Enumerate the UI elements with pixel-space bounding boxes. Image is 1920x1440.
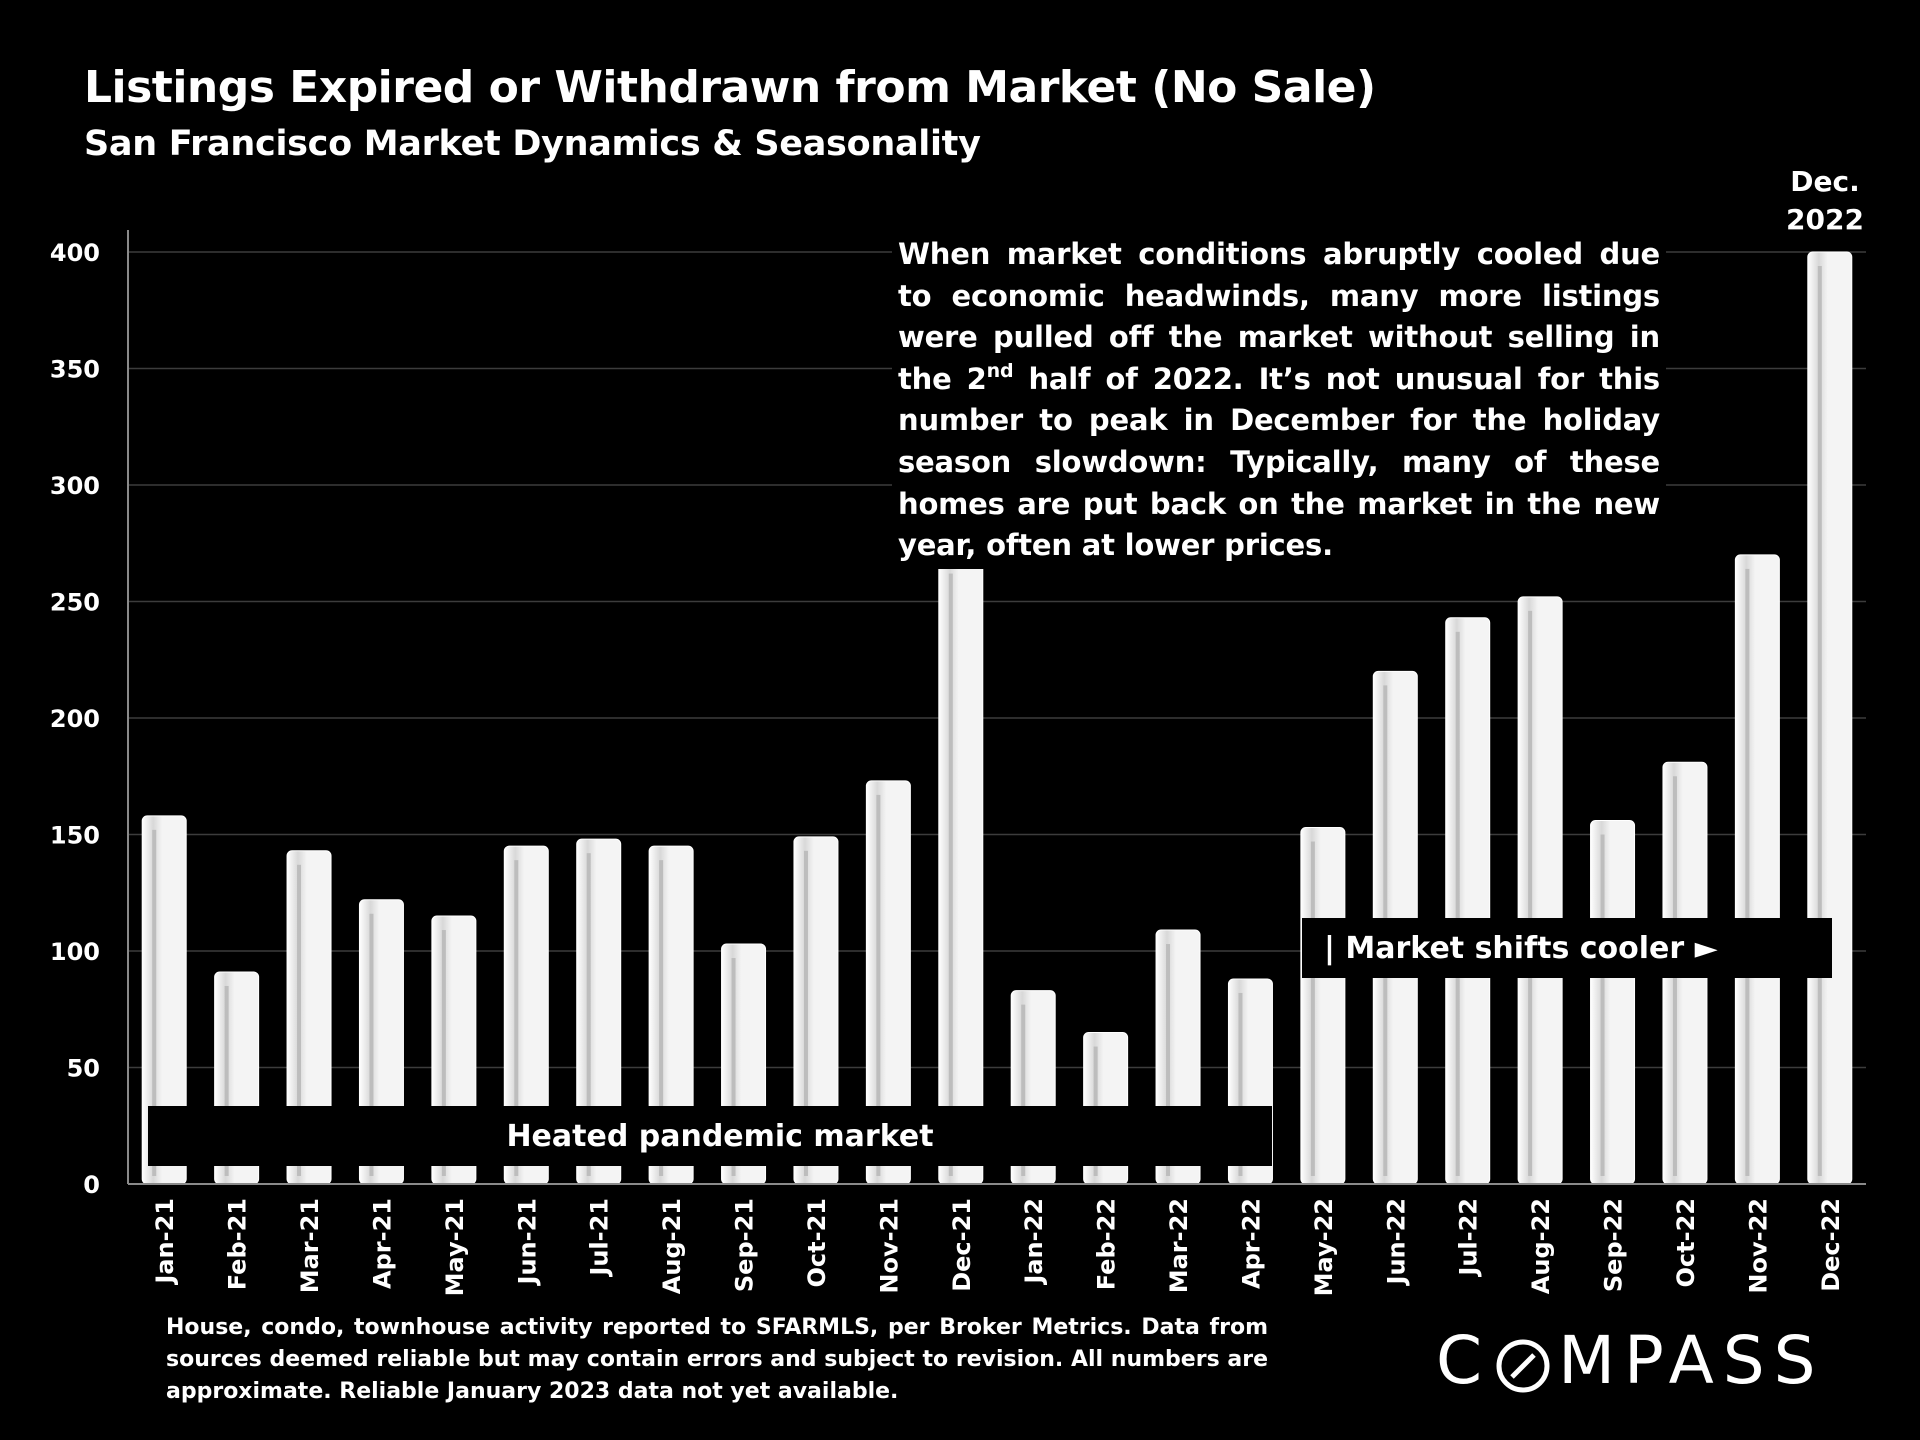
annotation-part1: When market conditions abruptly cooled d… [898, 237, 1660, 396]
heated-market-label: Heated pandemic market [148, 1106, 1272, 1166]
bar-dec-21 [938, 559, 984, 1185]
dec-label-line1: Dec. [1790, 165, 1860, 198]
x-tick-label: Oct-21 [803, 1198, 831, 1287]
bar-shading-aug-22 [1528, 610, 1533, 1176]
bar-jul-22 [1445, 617, 1491, 1185]
compass-o-icon [1495, 1333, 1551, 1392]
bar-shading-jan-21 [152, 829, 157, 1176]
x-tick-label: Mar-22 [1165, 1198, 1193, 1293]
x-tick-label: Feb-21 [224, 1198, 252, 1290]
y-tick-label: 350 [50, 356, 100, 384]
y-tick-label: 200 [50, 705, 100, 733]
bar-shading-apr-21 [369, 913, 374, 1176]
bar-chart: 0 50 100 150 200 250 300 350 400 Jan-21 Feb-21 Mar-… [50, 230, 1866, 1296]
y-tick-label: 150 [50, 822, 100, 850]
bar-nov-22 [1734, 554, 1780, 1185]
bar-dec-22 [1807, 251, 1853, 1185]
x-tick-label: Jul-22 [1455, 1198, 1483, 1278]
x-tick-label: Aug-22 [1527, 1198, 1555, 1294]
annotation-part2: half of 2022. It’s not unusual for this … [898, 361, 1660, 563]
x-tick-label: Dec-21 [948, 1198, 976, 1292]
x-tick-label: Jun-21 [513, 1198, 541, 1286]
y-tick-label: 50 [67, 1055, 100, 1083]
x-tick-label: Aug-21 [658, 1198, 686, 1294]
x-tick-label: Jan-22 [1020, 1198, 1048, 1286]
bar-shading-jul-22 [1455, 631, 1460, 1176]
bar-shading-nov-22 [1745, 568, 1750, 1176]
bar-shading-aug-21 [659, 860, 664, 1176]
y-tick-label: 0 [83, 1171, 100, 1199]
x-tick-label: May-21 [441, 1198, 469, 1296]
bar-aug-22 [1517, 596, 1563, 1185]
bar-shading-mar-22 [1166, 944, 1171, 1176]
logo-text-right: MPASS [1558, 1322, 1825, 1399]
heated-market-text: Heated pandemic market [506, 1118, 934, 1154]
bar-shading-feb-21 [224, 985, 229, 1176]
dec-2022-label: Dec. 2022 [1780, 163, 1870, 239]
x-tick-label: Sep-21 [731, 1198, 759, 1292]
x-tick-label: Mar-21 [296, 1198, 324, 1293]
y-tick-label: 400 [50, 239, 100, 267]
chart-subtitle: San Francisco Market Dynamics & Seasonal… [84, 124, 981, 164]
bar-shading-sep-21 [731, 958, 736, 1176]
x-tick-label: Dec-22 [1817, 1198, 1845, 1292]
x-tick-label: Sep-22 [1600, 1198, 1628, 1292]
dec-label-line2: 2022 [1786, 203, 1864, 236]
x-tick-label: Apr-22 [1237, 1198, 1265, 1289]
source-footnote: House, condo, townhouse activity reporte… [166, 1315, 1268, 1404]
bar-shading-mar-21 [297, 864, 302, 1176]
logo-text-left: C [1436, 1322, 1492, 1399]
x-tick-label: Oct-22 [1672, 1198, 1700, 1287]
market-cooler-text: | Market shifts cooler ► [1324, 930, 1718, 966]
bar-sep-22 [1590, 820, 1636, 1185]
bar-shading-dec-22 [1817, 266, 1822, 1176]
y-tick-label: 100 [50, 938, 100, 966]
x-tick-label: Nov-21 [875, 1198, 903, 1294]
bar-shading-may-21 [441, 930, 446, 1176]
compass-logo: C MPASS [1436, 1322, 1825, 1399]
annotation-superscript: nd [986, 359, 1014, 382]
bar-shading-may-22 [1310, 841, 1315, 1176]
x-tick-label: Nov-22 [1744, 1198, 1772, 1294]
x-tick-label: Jan-21 [151, 1198, 179, 1286]
chart-title: Listings Expired or Withdrawn from Marke… [84, 62, 1376, 113]
bar-shading-dec-21 [948, 573, 953, 1176]
x-tick-label: Jun-22 [1382, 1198, 1410, 1286]
bar-shading-jan-22 [1021, 1004, 1026, 1176]
x-tick-label: Apr-21 [368, 1198, 396, 1289]
axes: 0 50 100 150 200 250 300 350 400 Jan-21 Feb-21 Mar-… [50, 230, 1866, 1296]
x-tick-label: May-22 [1310, 1198, 1338, 1296]
x-tick-label: Feb-22 [1093, 1198, 1121, 1290]
bar-may-22 [1300, 827, 1346, 1185]
bar-shading-jul-21 [586, 853, 591, 1176]
bar-shading-apr-22 [1238, 992, 1243, 1176]
y-tick-label: 250 [50, 589, 100, 617]
market-cooler-label: | Market shifts cooler ► [1302, 918, 1832, 978]
annotation-text: When market conditions abruptly cooled d… [892, 232, 1666, 569]
x-tick-label: Jul-21 [586, 1198, 614, 1278]
y-tick-label: 300 [50, 472, 100, 500]
bar-shading-nov-21 [876, 794, 881, 1176]
bar-shading-oct-21 [803, 850, 808, 1176]
bar-shading-jun-21 [514, 860, 519, 1176]
bar-shading-sep-22 [1600, 834, 1605, 1176]
